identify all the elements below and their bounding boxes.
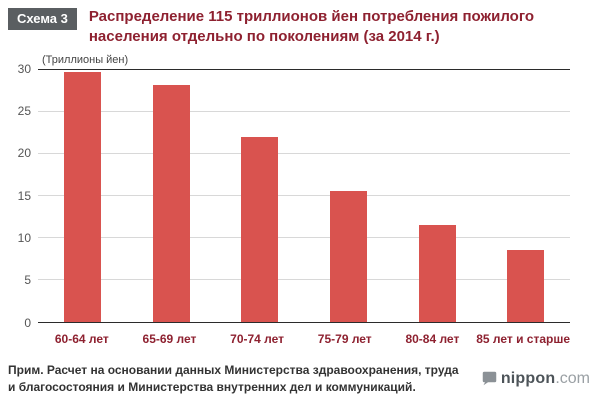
x-axis-label: 75-79 лет — [317, 331, 372, 346]
nippon-logo: nippon.com — [482, 370, 592, 388]
bar-slot — [481, 70, 570, 322]
x-axis-label: 70-74 лет — [230, 331, 285, 346]
bar-slot — [215, 70, 304, 322]
source-note: Прим. Расчет на основании данных Министе… — [8, 362, 459, 394]
y-tick-label: 15 — [17, 188, 31, 203]
x-axis-label: 65-69 лет — [142, 331, 197, 346]
x-axis: 60-64 лет 65-69 лет 70-74 лет 75-79 лет 80-8… — [38, 323, 570, 346]
x-axis-label: 80-84 лет — [405, 331, 460, 346]
y-axis: 0 5 10 15 20 25 30 — [8, 63, 38, 329]
y-tick-label: 0 — [24, 315, 31, 330]
bar-slot — [393, 70, 482, 322]
bar-slot — [304, 70, 393, 322]
plot-area — [38, 68, 570, 323]
y-tick-label: 10 — [17, 230, 31, 245]
x-axis-label: 85 лет и старше — [476, 331, 571, 346]
bar-85 лет и старше — [507, 250, 545, 322]
plot-wrap: 0 5 10 15 20 25 30 — [8, 63, 570, 329]
bar-60-64 лет — [63, 72, 101, 322]
y-tick-label: 25 — [17, 103, 31, 118]
gridline — [38, 278, 570, 280]
bar-70-74 лет — [241, 136, 279, 322]
bar-65-69 лет — [152, 84, 190, 322]
chart-header: Схема 3 Распределение 115 триллионов йен… — [8, 7, 592, 48]
logo-text: nippon — [500, 369, 556, 387]
logo-tld: .com — [555, 369, 590, 387]
figure-badge: Схема 3 — [8, 8, 77, 30]
y-axis-unit-label: (Триллионы йен) — [42, 53, 129, 66]
bar-chart: (Триллионы йен) 0 5 10 15 20 25 30 60-64 лет 65… — [8, 54, 592, 346]
y-tick-label: 30 — [17, 61, 31, 76]
gridline — [38, 152, 570, 154]
bar-slot — [38, 70, 127, 322]
bar-slot — [127, 70, 216, 322]
bar-80-84 лет — [418, 224, 456, 322]
gridline — [38, 110, 570, 112]
chart-footer: Прим. Расчет на основании данных Министе… — [8, 362, 592, 397]
bar-75-79 лет — [329, 191, 367, 322]
y-tick-label: 5 — [24, 273, 31, 288]
x-axis-label: 60-64 лет — [54, 331, 109, 346]
speech-bubble-icon — [482, 371, 497, 386]
y-tick-label: 20 — [17, 146, 31, 161]
gridline — [38, 236, 570, 238]
chart-title: Распределение 115 триллионов йен потребл… — [88, 8, 535, 46]
gridline — [38, 194, 570, 196]
